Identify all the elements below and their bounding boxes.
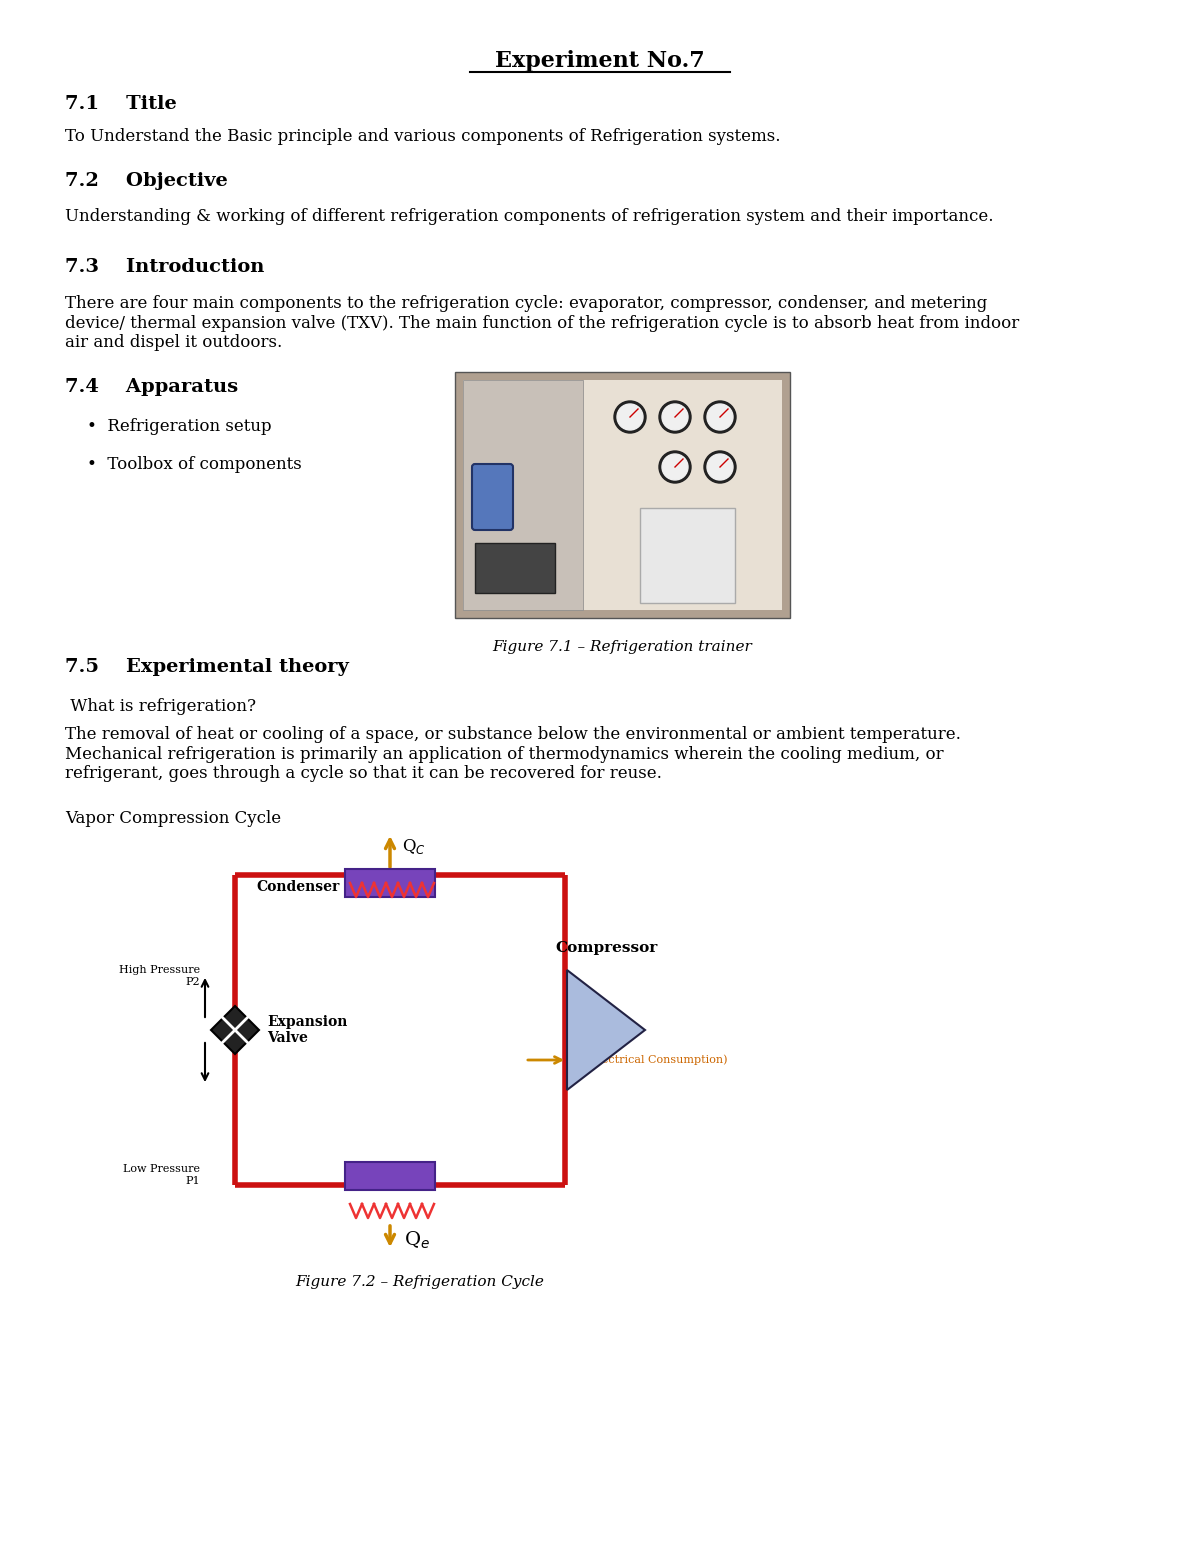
- Circle shape: [659, 401, 691, 433]
- Text: Compressor: Compressor: [556, 941, 658, 955]
- Circle shape: [704, 450, 736, 483]
- Text: 7.3    Introduction: 7.3 Introduction: [65, 258, 264, 276]
- Text: There are four main components to the refrigeration cycle: evaporator, compresso: There are four main components to the re…: [65, 295, 1019, 351]
- Bar: [346, 1162, 436, 1190]
- Bar: [455, 373, 790, 618]
- Text: 7.1    Title: 7.1 Title: [65, 95, 176, 113]
- Text: Vapor Compression Cycle: Vapor Compression Cycle: [65, 811, 281, 828]
- Circle shape: [704, 401, 736, 433]
- Text: 7.4    Apparatus: 7.4 Apparatus: [65, 377, 238, 396]
- Bar: [640, 508, 734, 603]
- Text: •  Refrigeration setup: • Refrigeration setup: [88, 418, 271, 435]
- Polygon shape: [211, 1006, 259, 1054]
- Text: W (Electrical Consumption): W (Electrical Consumption): [571, 1054, 727, 1065]
- Circle shape: [617, 404, 643, 430]
- Text: 7.2    Objective: 7.2 Objective: [65, 172, 228, 189]
- Text: High Pressure
P2: High Pressure P2: [119, 964, 200, 986]
- Text: Expansion
Valve: Expansion Valve: [266, 1016, 347, 1045]
- Circle shape: [662, 453, 688, 480]
- Text: Condenser: Condenser: [257, 881, 340, 895]
- Text: Understanding & working of different refrigeration components of refrigeration s: Understanding & working of different ref…: [65, 208, 994, 225]
- Text: Evaporator: Evaporator: [347, 1166, 433, 1180]
- Circle shape: [614, 401, 646, 433]
- Text: To Understand the Basic principle and various components of Refrigeration system: To Understand the Basic principle and va…: [65, 127, 780, 144]
- Bar: [463, 380, 782, 610]
- Text: Figure 7.1 – Refrigeration trainer: Figure 7.1 – Refrigeration trainer: [493, 640, 752, 654]
- Circle shape: [707, 404, 733, 430]
- Bar: [475, 544, 554, 593]
- Text: The removal of heat or cooling of a space, or substance below the environmental : The removal of heat or cooling of a spac…: [65, 725, 961, 783]
- Text: Figure 7.2 – Refrigeration Cycle: Figure 7.2 – Refrigeration Cycle: [295, 1275, 545, 1289]
- Bar: [346, 870, 436, 898]
- Text: Q$_e$: Q$_e$: [404, 1230, 430, 1250]
- Circle shape: [707, 453, 733, 480]
- Text: Experiment No.7: Experiment No.7: [496, 50, 704, 71]
- Circle shape: [662, 404, 688, 430]
- Text: •  Toolbox of components: • Toolbox of components: [88, 457, 301, 474]
- Text: Q$_C$: Q$_C$: [402, 837, 426, 857]
- FancyBboxPatch shape: [472, 464, 514, 530]
- Text: What is refrigeration?: What is refrigeration?: [65, 697, 256, 714]
- Text: 7.5    Experimental theory: 7.5 Experimental theory: [65, 658, 349, 676]
- Circle shape: [659, 450, 691, 483]
- Bar: [463, 380, 583, 610]
- Text: Low Pressure
P1: Low Pressure P1: [124, 1165, 200, 1186]
- Polygon shape: [568, 971, 646, 1090]
